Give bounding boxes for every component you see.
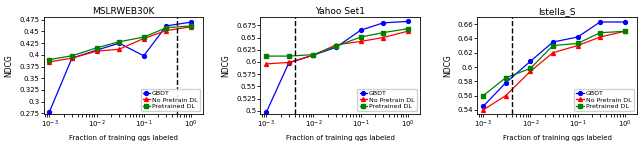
Pretrained DL (621, 30, 628, 32)
Pretrained DL (285, 55, 292, 57)
No Pretrain DL (621, 30, 628, 32)
Pretrained DL (68, 55, 76, 57)
Line: No Pretrain DL: No Pretrain DL (264, 29, 410, 66)
No Pretrain DL (502, 95, 509, 97)
Line: GBDT: GBDT (264, 19, 410, 114)
Line: No Pretrain DL: No Pretrain DL (481, 29, 627, 112)
Pretrained DL (404, 28, 412, 30)
Pretrained DL (332, 45, 340, 47)
No Pretrain DL (357, 40, 365, 42)
GBDT (187, 21, 195, 23)
GBDT (45, 111, 53, 113)
X-axis label: Fraction of training qgs labeled: Fraction of training qgs labeled (285, 135, 395, 141)
No Pretrain DL (479, 109, 487, 111)
Pretrained DL (549, 45, 557, 46)
No Pretrain DL (187, 26, 195, 28)
GBDT (404, 20, 412, 22)
No Pretrain DL (404, 30, 412, 32)
GBDT (596, 21, 604, 23)
Title: Istella_S: Istella_S (538, 7, 576, 16)
Pretrained DL (380, 32, 387, 34)
Pretrained DL (45, 59, 53, 61)
GBDT (262, 111, 270, 113)
Y-axis label: NDCG: NDCG (221, 54, 230, 77)
No Pretrain DL (163, 30, 170, 32)
No Pretrain DL (115, 48, 123, 50)
No Pretrain DL (68, 57, 76, 59)
X-axis label: Fraction of training qgs labeled: Fraction of training qgs labeled (69, 135, 178, 141)
Pretrained DL (502, 77, 509, 79)
GBDT (163, 25, 170, 27)
Line: Pretrained DL: Pretrained DL (47, 24, 193, 61)
GBDT (68, 57, 76, 59)
Legend: GBDT, No Pretrain DL, Pretrained DL: GBDT, No Pretrain DL, Pretrained DL (141, 89, 200, 111)
No Pretrain DL (527, 70, 534, 72)
GBDT (140, 55, 148, 57)
No Pretrain DL (332, 44, 340, 46)
X-axis label: Fraction of training qgs labeled: Fraction of training qgs labeled (502, 135, 611, 141)
No Pretrain DL (140, 38, 148, 40)
Pretrained DL (596, 32, 604, 34)
GBDT (479, 105, 487, 107)
Pretrained DL (357, 36, 365, 38)
Title: MSLRWEB30K: MSLRWEB30K (92, 7, 154, 16)
Title: Yahoo Set1: Yahoo Set1 (315, 7, 365, 16)
Line: GBDT: GBDT (47, 20, 193, 114)
No Pretrain DL (262, 63, 270, 65)
GBDT (573, 36, 581, 38)
GBDT (310, 54, 317, 56)
No Pretrain DL (549, 52, 557, 54)
Pretrained DL (262, 55, 270, 57)
GBDT (115, 42, 123, 44)
No Pretrain DL (380, 37, 387, 39)
Line: No Pretrain DL: No Pretrain DL (47, 25, 193, 64)
GBDT (332, 46, 340, 48)
Pretrained DL (310, 54, 317, 56)
Y-axis label: NDCG: NDCG (443, 54, 452, 77)
Y-axis label: NDCG: NDCG (4, 54, 13, 77)
GBDT (621, 21, 628, 23)
Line: Pretrained DL: Pretrained DL (481, 30, 627, 97)
Legend: GBDT, No Pretrain DL, Pretrained DL: GBDT, No Pretrain DL, Pretrained DL (574, 89, 634, 111)
GBDT (502, 82, 509, 84)
Pretrained DL (115, 41, 123, 43)
Pretrained DL (527, 68, 534, 69)
GBDT (549, 41, 557, 43)
Legend: GBDT, No Pretrain DL, Pretrained DL: GBDT, No Pretrain DL, Pretrained DL (357, 89, 417, 111)
No Pretrain DL (596, 36, 604, 38)
GBDT (357, 29, 365, 31)
No Pretrain DL (93, 50, 100, 52)
No Pretrain DL (45, 61, 53, 63)
Pretrained DL (140, 36, 148, 38)
No Pretrain DL (573, 45, 581, 46)
GBDT (380, 22, 387, 24)
Line: Pretrained DL: Pretrained DL (264, 27, 410, 58)
Pretrained DL (163, 27, 170, 29)
GBDT (93, 49, 100, 51)
Pretrained DL (573, 42, 581, 44)
No Pretrain DL (310, 54, 317, 56)
No Pretrain DL (285, 61, 292, 63)
GBDT (527, 60, 534, 62)
GBDT (285, 62, 292, 64)
Pretrained DL (187, 25, 195, 27)
Pretrained DL (93, 47, 100, 49)
Line: GBDT: GBDT (481, 20, 627, 108)
Pretrained DL (479, 95, 487, 97)
